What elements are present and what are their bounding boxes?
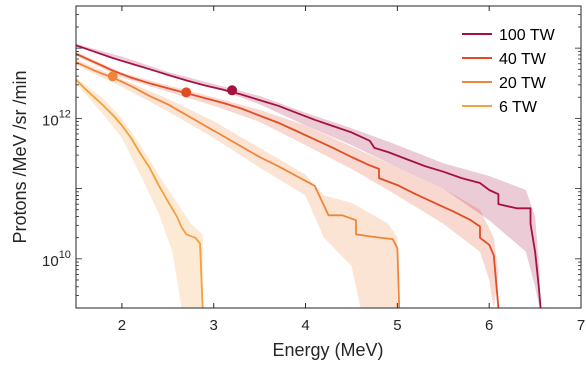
series-0-marker [227,85,238,96]
x-tick-label-5: 7 [577,317,585,334]
series-2-legend-label: 20 TW [499,75,547,92]
series-2-line [75,61,401,309]
series-1-band [76,51,499,308]
x-tick-label-4: 6 [485,317,493,334]
series-0-band [76,43,540,309]
series-2-band [76,59,398,309]
x-tick-label-2: 4 [301,317,309,334]
x-tick-label-3: 5 [393,317,401,334]
x-axis-label: Energy (MeV) [272,340,383,360]
spectrum-markers [107,71,238,98]
plot-frame [75,5,582,309]
tick-labels: 2 3 4 5 6 7 1012 1010 [42,108,585,334]
series-1-legend-label: 40 TW [499,51,547,68]
series-3-band [76,77,203,308]
axis-ticks [76,6,582,309]
series-3-legend-label: 6 TW [499,99,538,116]
uncertainty-bands [76,43,540,309]
series-3-line [75,79,204,309]
legend: 100 TW 40 TW 20 TW 6 TW [462,27,556,116]
series-0-legend-label: 100 TW [499,27,556,44]
y-tick-label-0: 1012 [42,108,71,129]
x-tick-label-1: 3 [210,317,218,334]
series-1-marker [181,87,192,98]
y-tick-label-1: 1010 [42,249,71,270]
series-0-line [75,44,542,309]
y-axis-label: Protons /MeV /sr /min [10,70,30,243]
spectrum-lines [75,44,542,309]
series-2-marker [107,71,118,82]
series-1-line [75,52,500,309]
x-tick-label-0: 2 [118,317,126,334]
